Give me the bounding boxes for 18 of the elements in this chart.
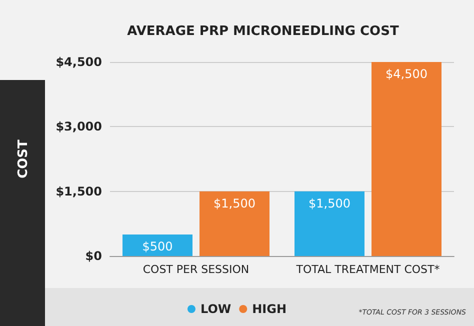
x-tick-label: COST PER SESSION [142, 263, 250, 276]
bar [372, 62, 442, 256]
y-tick-label: $3,000 [56, 120, 102, 134]
y-tick-label: $1,500 [56, 184, 102, 198]
bar [122, 234, 192, 256]
y-axis-title: COST [16, 139, 31, 178]
data-label: $4,500 [386, 67, 428, 81]
x-tick-label: TOTAL TREATMENT COST* [295, 263, 440, 276]
data-label: $1,500 [214, 196, 256, 210]
chart-title: AVERAGE PRP MICRONEEDLING COST [127, 24, 399, 39]
bar [294, 191, 364, 256]
y-tick-label: $0 [85, 249, 102, 263]
bar [200, 191, 270, 256]
data-label: $1,500 [308, 196, 350, 210]
y-tick-label: $4,500 [56, 55, 102, 69]
legend-label: HIGH [252, 302, 287, 316]
data-label: $500 [142, 239, 173, 254]
legend-label: LOW [200, 302, 232, 316]
